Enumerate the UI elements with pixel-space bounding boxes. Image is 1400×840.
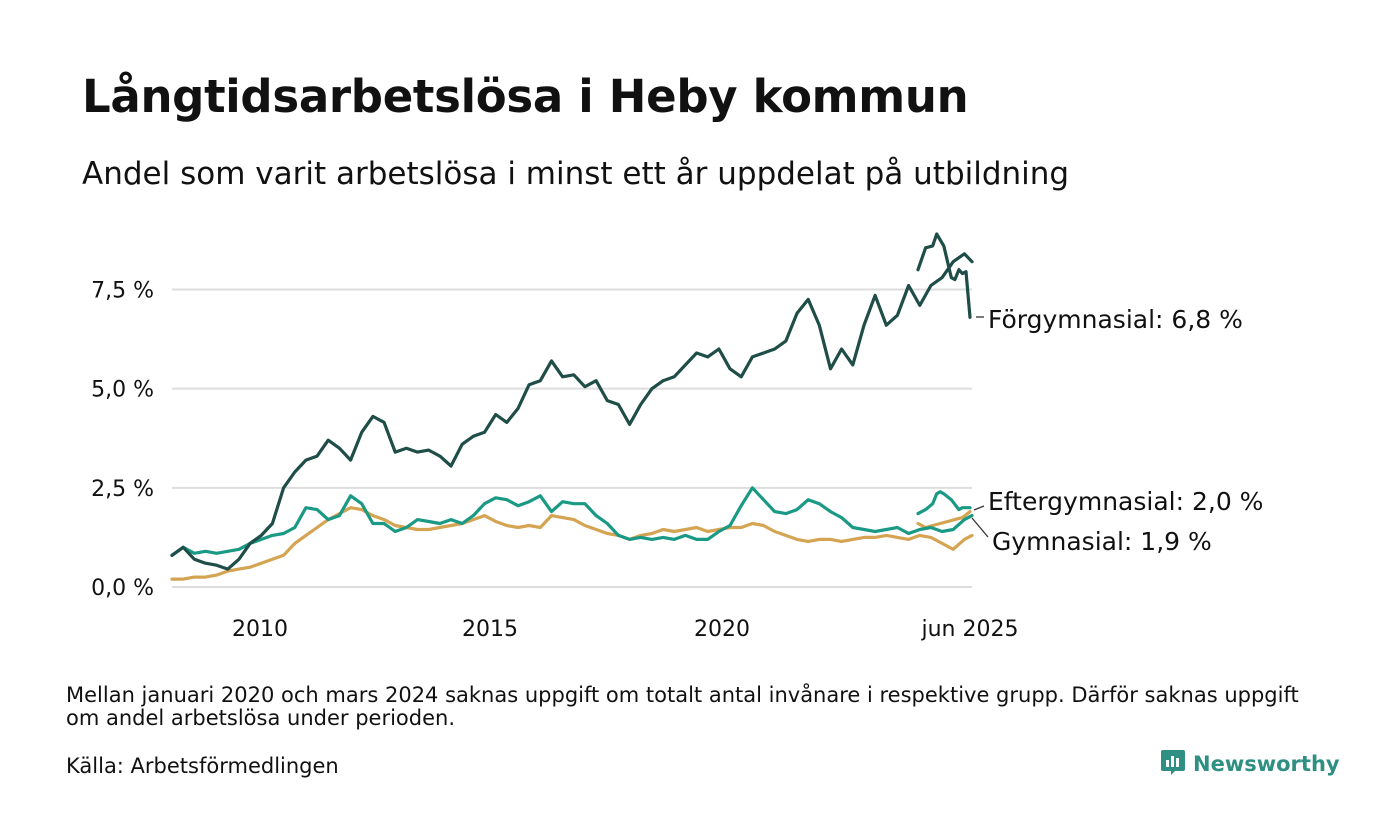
newsworthy-logo[interactable]: Newsworthy — [1160, 748, 1340, 780]
end-label-forgymnasial: Förgymnasial: 6,8 % — [988, 305, 1243, 334]
x-axis-ticks: 2010 2015 2020 jun 2025 — [232, 617, 1018, 642]
series-lines — [170, 232, 974, 581]
end-label-eftergymnasial: Eftergymnasial: 2,0 % — [988, 487, 1263, 516]
footnote: Mellan januari 2020 och mars 2024 saknas… — [66, 683, 1299, 730]
x-tick-label: 2015 — [462, 617, 518, 642]
end-labels: Förgymnasial: 6,8 % Eftergymnasial: 2,0 %… — [971, 305, 1263, 556]
series-line-eftergymnasial — [916, 490, 972, 516]
x-tick-label: 2010 — [232, 617, 288, 642]
y-tick-label: 7,5 % — [91, 279, 154, 304]
y-axis-ticks: 0,0 % 2,5 % 5,0 % 7,5 % — [91, 279, 154, 602]
end-label-gymnasial: Gymnasial: 1,9 % — [992, 527, 1212, 556]
x-tick-label: 2020 — [694, 617, 750, 642]
chart-title: Långtidsarbetslösa i Heby kommun — [82, 70, 969, 123]
y-tick-label: 2,5 % — [91, 477, 154, 502]
series-line-forgymnasial — [916, 232, 972, 319]
y-tick-label: 0,0 % — [91, 576, 154, 601]
x-tick-label: jun 2025 — [921, 617, 1019, 642]
series-line-forgymnasial — [170, 252, 974, 571]
source-line: Källa: Arbetsförmedlingen — [66, 754, 339, 778]
newsworthy-logo-text: Newsworthy — [1193, 752, 1340, 776]
gridlines — [172, 288, 972, 588]
series-line-eftergymnasial — [170, 486, 974, 557]
leader-line-eftergymnasial — [973, 505, 985, 511]
leader-line-gymnasial — [971, 517, 989, 538]
series-line-gymnasial — [170, 506, 974, 581]
line-chart: 0,0 % 2,5 % 5,0 % 7,5 % 2010 2015 2020 jun 202… — [91, 232, 1263, 642]
newsworthy-logo-icon — [1160, 748, 1186, 780]
chart-subtitle: Andel som varit arbetslösa i minst ett å… — [82, 156, 1070, 192]
y-tick-label: 5,0 % — [91, 378, 154, 403]
